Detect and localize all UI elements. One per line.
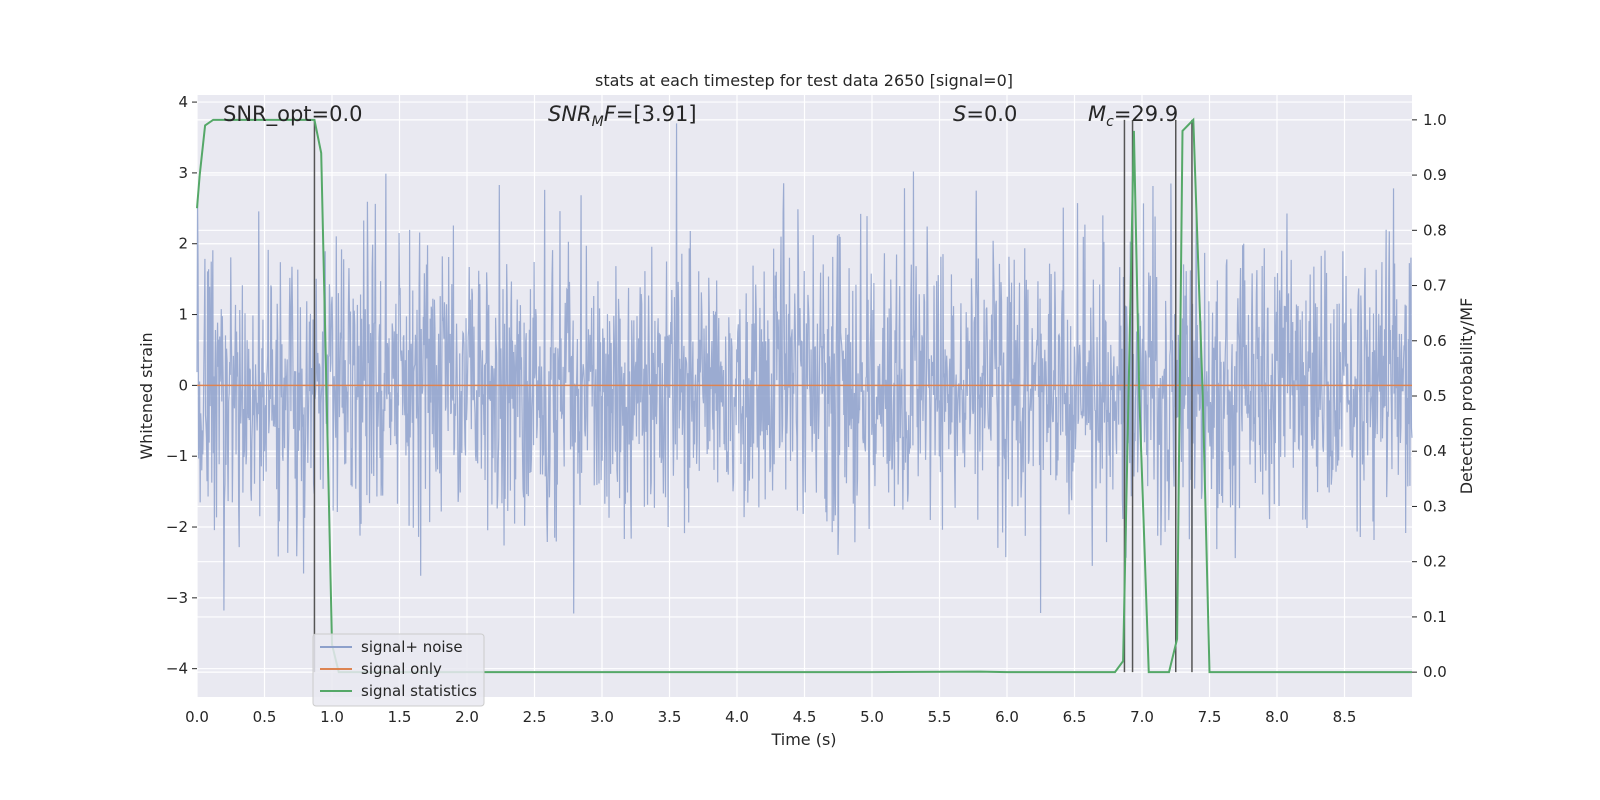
y-tick-label: 3 <box>178 164 188 182</box>
x-tick-label: 5.5 <box>928 708 952 726</box>
y2-tick-label: 0.2 <box>1423 553 1447 571</box>
x-axis-label: Time (s) <box>770 730 836 749</box>
x-tick-label: 8.5 <box>1333 708 1357 726</box>
x-tick-label: 3.0 <box>590 708 614 726</box>
x-tick-label: 6.0 <box>995 708 1019 726</box>
y2-tick-label: 0.1 <box>1423 608 1447 626</box>
snr-mf-value: =[3.91] <box>616 102 697 126</box>
y2-tick-label: 0.4 <box>1423 442 1447 460</box>
y2-tick-label: 1.0 <box>1423 111 1447 129</box>
x-tick-label: 7.5 <box>1198 708 1222 726</box>
x-tick-label: 1.5 <box>388 708 412 726</box>
x-tick-label: 0.5 <box>253 708 277 726</box>
x-tick-label: 0.0 <box>185 708 209 726</box>
x-tick-label: 8.0 <box>1265 708 1289 726</box>
snr-mf-name: SNR <box>548 102 592 126</box>
x-tick-label: 1.0 <box>320 708 344 726</box>
signal-plus-noise-line <box>196 123 1413 614</box>
signal-statistics-series <box>196 117 1412 674</box>
x-tick-label: 4.5 <box>793 708 817 726</box>
x-tick-label: 4.0 <box>725 708 749 726</box>
mc-value: =29.9 <box>1114 102 1178 126</box>
y-tick-label: −4 <box>166 660 188 678</box>
snr-mf-sub: M <box>592 114 604 130</box>
y2-tick-label: 0.8 <box>1423 221 1447 239</box>
y-tick-label: 0 <box>178 376 188 394</box>
snr-opt-annotation: SNR_opt=0.0 <box>223 102 363 127</box>
y2-axis-label: Detection probability/MF <box>1457 298 1476 495</box>
y-tick-label: 4 <box>178 93 188 111</box>
y-tick-label: −3 <box>166 589 188 607</box>
x-tick-label: 5.0 <box>860 708 884 726</box>
y2-tick-label: 0.5 <box>1423 387 1447 405</box>
x-tick-label: 3.5 <box>658 708 682 726</box>
mc-name: M <box>1088 102 1106 126</box>
mc-annotation: Mc=29.9 <box>1088 102 1178 130</box>
annotations: SNR_opt=0.0 SNRMF=[3.91] S=0.0 Mc=29.9 <box>223 102 1178 130</box>
y2-tick-label: 0.0 <box>1423 663 1447 681</box>
y2-axis-ticks: 1.0 0.9 0.8 0.7 0.6 0.5 0.4 0.3 0.2 0.1 0.0 <box>1412 111 1447 681</box>
s-value: =0.0 <box>966 102 1017 126</box>
legend-box <box>312 633 485 707</box>
y-axis-label: Whitened strain <box>137 332 156 459</box>
mc-sub: c <box>1106 114 1114 130</box>
y2-tick-label: 0.6 <box>1423 332 1447 350</box>
y-tick-label: −2 <box>166 518 188 536</box>
signal-statistics-line <box>196 117 1412 674</box>
snr-mf-tail: F <box>604 102 617 126</box>
y-tick-label: −1 <box>166 447 188 465</box>
x-tick-label: 6.5 <box>1063 708 1087 726</box>
legend: signal+ noise signal only signal statist… <box>312 633 485 707</box>
snr-mf-annotation: SNRMF=[3.91] <box>548 102 697 130</box>
chart-title: stats at each timestep for test data 265… <box>595 71 1013 90</box>
y2-tick-label: 0.7 <box>1423 277 1447 295</box>
legend-label-stats: signal statistics <box>361 682 477 700</box>
y-axis-ticks: 4 3 2 1 0 −1 −2 −3 −4 <box>166 93 197 678</box>
s-annotation: S=0.0 <box>953 102 1017 126</box>
y2-tick-label: 0.9 <box>1423 166 1447 184</box>
y-tick-label: 1 <box>178 306 188 324</box>
s-name: S <box>953 102 966 126</box>
x-tick-label: 7.0 <box>1130 708 1154 726</box>
x-axis-ticks: 0.0 0.5 1.0 1.5 2.0 2.5 3.0 3.5 4.0 4.5 5.0 5.5 6.0 6… <box>185 708 1356 726</box>
x-tick-label: 2.5 <box>523 708 547 726</box>
signal-plus-noise-series <box>196 123 1413 614</box>
legend-label-noise: signal+ noise <box>361 638 463 656</box>
x-tick-label: 2.0 <box>455 708 479 726</box>
y2-tick-label: 0.3 <box>1423 497 1447 515</box>
legend-label-signal: signal only <box>361 660 442 678</box>
y-tick-label: 2 <box>178 235 188 253</box>
